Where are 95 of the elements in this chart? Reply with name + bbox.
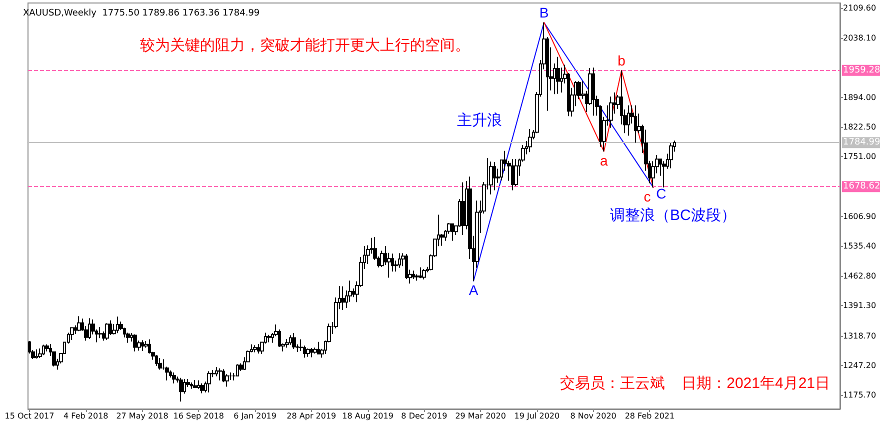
candlestick xyxy=(179,377,183,402)
candlestick xyxy=(609,96,613,128)
x-tick-label: 28 Feb 2021 xyxy=(624,412,675,420)
x-tick-label: 28 Apr 2019 xyxy=(286,412,336,420)
candlestick xyxy=(285,338,289,348)
candlestick xyxy=(422,268,426,280)
candlestick xyxy=(627,104,630,136)
candlestick xyxy=(116,316,119,334)
x-tick-label: 8 Dec 2019 xyxy=(401,412,448,420)
annotation: c xyxy=(644,188,651,204)
candlestick xyxy=(493,162,496,191)
y-tick-label: 1894.00 xyxy=(843,92,876,102)
candlestick xyxy=(511,158,514,191)
candlestick xyxy=(341,286,345,310)
x-tick-label: 8 Nov 2020 xyxy=(570,412,616,420)
candlestick xyxy=(669,142,673,169)
annotation: 较为关键的阻力，突破才能打开更大上行的空间。 xyxy=(140,37,470,54)
candlestick xyxy=(310,348,313,358)
x-tick-label: 16 Sep 2018 xyxy=(173,412,224,420)
y-tick-label: 2038.10 xyxy=(843,33,876,42)
y-tick-label: 1318.70 xyxy=(843,331,876,340)
candlestick xyxy=(133,334,137,352)
candlestick xyxy=(451,222,454,242)
candlestick xyxy=(419,266,422,279)
candlestick xyxy=(556,56,560,94)
candlestick xyxy=(215,366,218,377)
candlestick xyxy=(267,334,271,343)
candlestick xyxy=(77,316,81,332)
y-tick-label: 1606.90 xyxy=(843,212,876,221)
candlestick xyxy=(35,348,38,359)
candlestick xyxy=(634,104,637,144)
candlestick xyxy=(155,354,158,366)
candlestick xyxy=(141,340,144,352)
candlestick xyxy=(253,344,257,353)
ref-line-label: 1784.99 xyxy=(843,138,880,148)
candlestick xyxy=(461,182,465,236)
text: XAUUSD,Weekly 1775.50 1789.86 1763.36 1784.99 xyxy=(23,8,260,18)
candlestick xyxy=(592,67,595,116)
ref-line-label: 1678.62 xyxy=(843,182,880,192)
y-tick-label: 2109.60 xyxy=(843,4,876,13)
candlestick xyxy=(42,344,45,356)
candlestick xyxy=(88,318,91,340)
candlestick xyxy=(70,326,74,340)
candlestick xyxy=(257,343,260,354)
x-tick-label: 18 Aug 2019 xyxy=(342,412,394,420)
candlestick xyxy=(98,326,102,339)
line-series xyxy=(543,22,654,188)
x-tick-label: 6 Jan 2019 xyxy=(234,412,276,420)
candlestick xyxy=(126,332,130,344)
y-tick-label: 1822.50 xyxy=(843,122,876,132)
candlestick xyxy=(38,348,42,359)
x-tick-label: 27 May 2018 xyxy=(116,412,168,420)
candlestick xyxy=(278,328,281,348)
annotation: B xyxy=(539,4,549,20)
candlestick xyxy=(105,322,109,340)
candlestick xyxy=(172,372,176,384)
x-tick-label: 15 Oct 2017 xyxy=(4,412,54,420)
annotation: 主升浪 xyxy=(457,112,502,129)
candlestick xyxy=(412,270,415,280)
y-tick-label: 1535.40 xyxy=(843,242,876,251)
candlestick xyxy=(398,252,401,268)
annotation: 调整浪（BC波段） xyxy=(610,207,736,224)
candlestick xyxy=(193,380,197,388)
candlestick xyxy=(292,332,296,350)
candlestick xyxy=(306,348,310,358)
annotation: b xyxy=(618,52,626,69)
candlestick xyxy=(489,161,493,195)
x-tick-label: 19 Jul 2020 xyxy=(514,412,560,420)
candlestick xyxy=(218,368,222,381)
y-tick-label: 1247.20 xyxy=(843,360,876,370)
candlestick xyxy=(158,358,162,370)
y-tick-label: 1751.00 xyxy=(843,152,876,162)
y-tick-label: 1175.70 xyxy=(843,390,876,400)
candlestick xyxy=(289,334,292,346)
annotation: 交易员：王云斌 日期：2021年4月21日 xyxy=(560,375,830,392)
y-tick-label: 1462.80 xyxy=(843,272,876,281)
annotation: a xyxy=(600,152,608,168)
annotation: C xyxy=(656,185,666,202)
ref-line-label: 1959.28 xyxy=(843,65,880,76)
candlestick xyxy=(45,344,49,352)
candlestick xyxy=(190,382,193,390)
x-tick-label: 4 Feb 2018 xyxy=(64,412,108,420)
x-tick-label: 29 Mar 2020 xyxy=(455,412,506,420)
candlestick xyxy=(380,250,384,268)
candlestick xyxy=(236,364,239,377)
candlestick xyxy=(200,382,204,394)
candlestick xyxy=(207,370,211,393)
candlestick xyxy=(405,254,408,280)
candlestick xyxy=(317,341,320,355)
y-tick-label: 1391.30 xyxy=(843,301,876,310)
annotation: A xyxy=(468,282,479,298)
candlestick xyxy=(514,158,518,187)
candlestick xyxy=(222,368,225,383)
candlestick xyxy=(528,128,532,153)
candlestick xyxy=(197,380,200,390)
